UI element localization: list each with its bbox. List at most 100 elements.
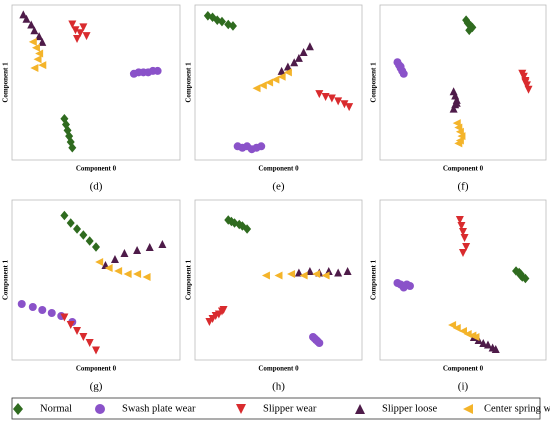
point [203,11,212,21]
point [85,339,94,347]
point [312,336,321,344]
legend-label: Swash plate wear [122,403,196,414]
point [33,55,42,64]
panel-label: (h) [272,381,285,393]
point [483,340,492,349]
legend-label: Slipper loose [382,403,437,414]
legend-label: Center spring wear [484,403,550,414]
point [82,32,91,41]
y-axis-label: Component 1 [370,259,378,300]
point [454,123,463,132]
point [455,216,464,224]
point [27,20,36,29]
point [468,22,477,33]
point [30,64,39,72]
plot-frame [379,199,547,361]
point [283,68,292,77]
point [228,21,237,31]
point [123,270,132,278]
y-axis-label: Component 1 [185,62,193,103]
point [277,66,286,75]
point [142,273,151,281]
panel-label: (g) [90,381,103,393]
point [73,224,82,234]
point [219,306,228,314]
point [299,271,308,280]
point [283,62,292,71]
point [343,267,352,275]
point [294,268,303,277]
point [452,324,461,332]
point [465,25,474,36]
point [459,249,467,257]
point [38,61,47,70]
panel-label: (f) [458,181,469,193]
point [35,32,44,41]
x-axis-label: Component 0 [443,165,484,173]
legend-marker [463,404,473,414]
point [153,66,162,75]
point [265,78,274,87]
panel-label: (d) [90,181,103,193]
point [345,103,354,112]
point [405,282,414,290]
point [521,273,530,284]
point [524,85,533,94]
point [452,98,461,107]
point [213,15,222,25]
point [516,269,525,279]
legend-marker [355,404,365,414]
point [71,26,80,35]
plot-frame [11,4,181,161]
point [277,72,286,81]
point [312,270,321,278]
point [449,87,458,96]
point [399,283,408,292]
point [274,271,283,280]
point [457,222,466,230]
point [28,37,37,46]
point [104,264,113,272]
x-axis-label: Component 0 [258,365,299,373]
point [334,268,343,277]
x-axis-label: Component 0 [258,165,299,173]
plot-frame [194,4,363,161]
point [290,58,299,67]
point [66,137,75,147]
point [396,62,405,71]
legend-frame [11,397,541,420]
point [38,37,47,46]
point [491,345,500,353]
point [471,333,480,341]
point [76,29,85,38]
point [47,309,56,317]
point [454,139,463,148]
point [79,333,88,341]
point [66,218,75,228]
point [258,81,267,90]
point [60,210,69,221]
point [30,26,39,35]
plot-frame [11,199,181,361]
point [459,327,467,335]
legend-marker [13,403,23,415]
point [252,84,261,93]
x-axis-label: Component 0 [76,365,117,373]
point [479,339,488,347]
point [38,306,47,314]
point [68,142,77,153]
x-axis-label: Component 0 [443,365,484,373]
y-axis-label: Component 1 [2,259,10,300]
point [73,35,82,43]
point [17,300,26,308]
point [452,119,461,128]
point [271,75,280,84]
y-axis-label: Component 1 [2,62,10,103]
point [66,321,75,329]
point [294,53,303,62]
point [299,48,308,57]
panel-label: (i) [458,381,469,393]
point [462,243,471,251]
y-axis-label: Component 1 [185,259,193,300]
